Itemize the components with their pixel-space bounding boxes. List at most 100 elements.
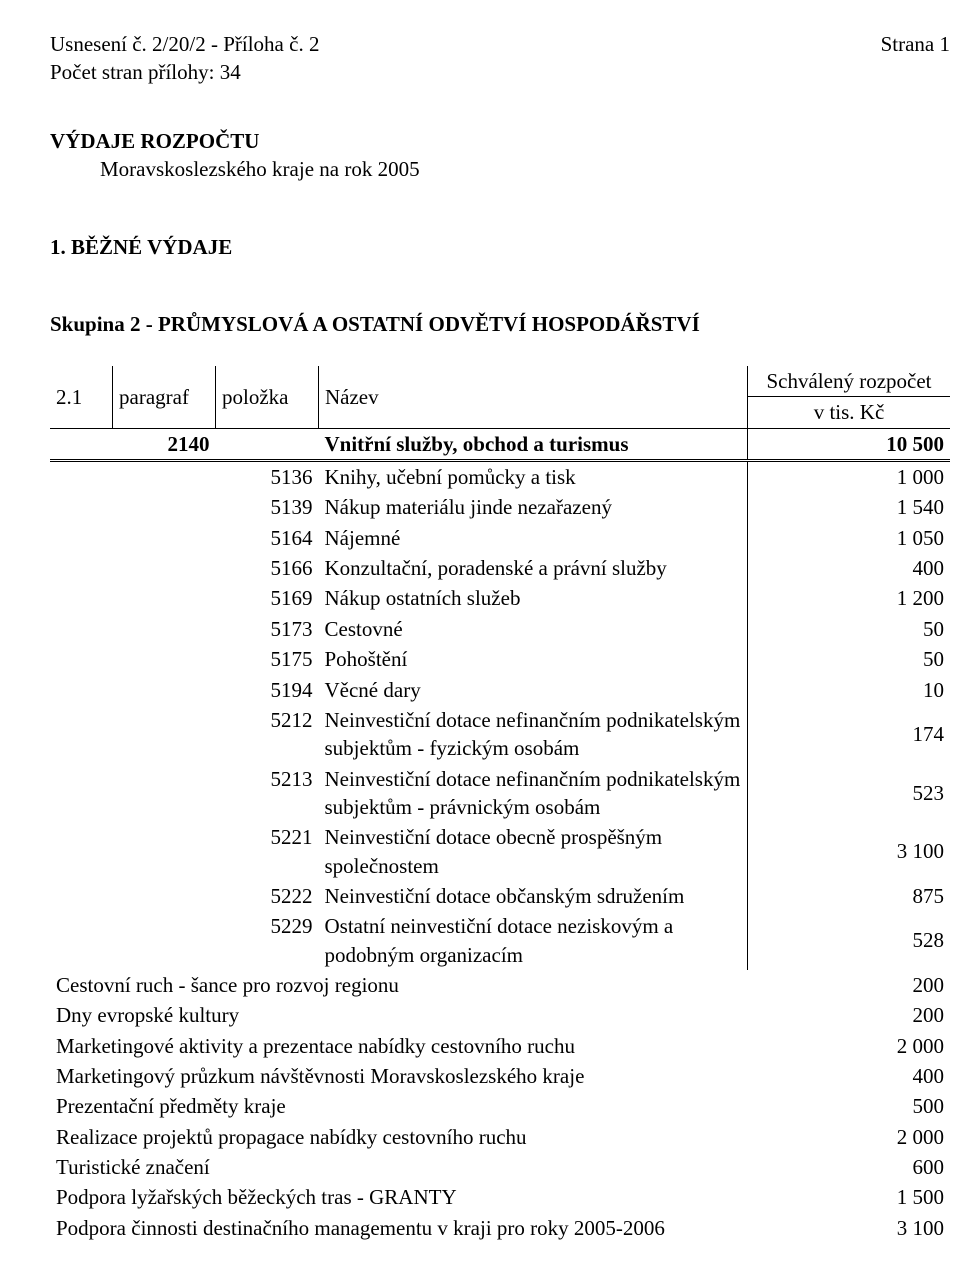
hdr-paragraf: paragraf: [113, 366, 216, 428]
row-name: Nákup materiálu jinde nezařazený: [319, 492, 748, 522]
row-value: 1 200: [748, 583, 951, 613]
row-blank-a: [50, 644, 113, 674]
row-blank-a: [50, 553, 113, 583]
page: Usnesení č. 2/20/2 - Příloha č. 2 Počet …: [0, 0, 960, 1273]
row-blank-a: [50, 911, 113, 970]
row-blank-a: [50, 583, 113, 613]
row-polozka: 5139: [216, 492, 319, 522]
below-name: Turistické značení: [50, 1152, 748, 1182]
below-row: Prezentační předměty kraje500: [50, 1091, 950, 1121]
below-row: Podpora lyžařských běžeckých tras - GRAN…: [50, 1182, 950, 1212]
row-value: 528: [748, 911, 951, 970]
below-name: Marketingové aktivity a prezentace nabíd…: [50, 1031, 748, 1061]
row-polozka: 5229: [216, 911, 319, 970]
section-heading: 1. BĚŽNÉ VÝDAJE: [50, 233, 950, 261]
row-blank-a: [50, 764, 113, 823]
below-name: Dny evropské kultury: [50, 1000, 748, 1030]
row-name: Pohoštění: [319, 644, 748, 674]
row-value: 1 000: [748, 461, 951, 493]
row-value: 3 100: [748, 822, 951, 881]
below-name: Realizace projektů propagace nabídky ces…: [50, 1122, 748, 1152]
hdr-amount-top: Schválený rozpočet: [748, 366, 951, 397]
sum-name: Vnitřní služby, obchod a turismus: [319, 428, 748, 460]
header-left: Usnesení č. 2/20/2 - Příloha č. 2 Počet …: [50, 30, 319, 87]
below-value: 500: [748, 1091, 950, 1121]
row-blank-a: [50, 523, 113, 553]
row-name: Ostatní neinvestiční dotace neziskovým a…: [319, 911, 748, 970]
row-blank-b: [113, 583, 216, 613]
rows-body: 5136Knihy, učební pomůcky a tisk1 000513…: [50, 461, 950, 970]
row-blank-b: [113, 822, 216, 881]
below-row: Cestovní ruch - šance pro rozvoj regionu…: [50, 970, 950, 1000]
below-row: Dny evropské kultury200: [50, 1000, 950, 1030]
title-block: VÝDAJE ROZPOČTU Moravskoslezského kraje …: [50, 127, 950, 184]
row-name: Neinvestiční dotace obecně prospěšným sp…: [319, 822, 748, 881]
row-polozka: 5173: [216, 614, 319, 644]
row-name: Konzultační, poradenské a právní služby: [319, 553, 748, 583]
row-value: 1 540: [748, 492, 951, 522]
row-value: 50: [748, 614, 951, 644]
row-value: 174: [748, 705, 951, 764]
row-name: Nákup ostatních služeb: [319, 583, 748, 613]
row-polozka: 5136: [216, 461, 319, 493]
row-blank-b: [113, 705, 216, 764]
hdr-num: 2.1: [50, 366, 113, 428]
row-blank-b: [113, 492, 216, 522]
hdr-nazev: Název: [319, 366, 748, 428]
below-value: 1 500: [748, 1182, 950, 1212]
row-name: Neinvestiční dotace nefinančním podnikat…: [319, 705, 748, 764]
title-main: VÝDAJE ROZPOČTU: [50, 127, 950, 155]
table-row: 5175Pohoštění50: [50, 644, 950, 674]
row-blank-a: [50, 881, 113, 911]
below-value: 2 000: [748, 1122, 950, 1152]
row-polozka: 5222: [216, 881, 319, 911]
row-name: Cestovné: [319, 614, 748, 644]
row-blank-a: [50, 705, 113, 764]
row-value: 1 050: [748, 523, 951, 553]
table-row: 5212Neinvestiční dotace nefinančním podn…: [50, 705, 950, 764]
hdr-polozka: položka: [216, 366, 319, 428]
table-row: 5221Neinvestiční dotace obecně prospěšný…: [50, 822, 950, 881]
sum-blank: [50, 428, 113, 460]
row-blank-a: [50, 822, 113, 881]
row-polozka: 5175: [216, 644, 319, 674]
row-name: Knihy, učební pomůcky a tisk: [319, 461, 748, 493]
resolution-line: Usnesení č. 2/20/2 - Příloha č. 2: [50, 30, 319, 58]
group-heading: Skupina 2 - PRŮMYSLOVÁ A OSTATNÍ ODVĚTVÍ…: [50, 310, 950, 338]
table-row: 5136Knihy, učební pomůcky a tisk1 000: [50, 461, 950, 493]
row-polozka: 5194: [216, 675, 319, 705]
below-value: 600: [748, 1152, 950, 1182]
below-row: Realizace projektů propagace nabídky ces…: [50, 1122, 950, 1152]
pages-line: Počet stran přílohy: 34: [50, 58, 319, 86]
table-row: 5166Konzultační, poradenské a právní slu…: [50, 553, 950, 583]
row-polozka: 5164: [216, 523, 319, 553]
below-row: Marketingový průzkum návštěvnosti Moravs…: [50, 1061, 950, 1091]
sum-paragraf: 2140: [113, 428, 216, 460]
row-value: 875: [748, 881, 951, 911]
row-value: 523: [748, 764, 951, 823]
row-blank-a: [50, 614, 113, 644]
below-name: Prezentační předměty kraje: [50, 1091, 748, 1121]
below-value: 200: [748, 1000, 950, 1030]
row-blank-b: [113, 675, 216, 705]
sum-value: 10 500: [748, 428, 951, 460]
row-blank-b: [113, 553, 216, 583]
table-header-row: 2.1 paragraf položka Název Schválený roz…: [50, 366, 950, 397]
row-blank-b: [113, 764, 216, 823]
table-row: 5173Cestovné50: [50, 614, 950, 644]
table-row: 5222Neinvestiční dotace občanským sdruže…: [50, 881, 950, 911]
summary-row: 2140 Vnitřní služby, obchod a turismus 1…: [50, 428, 950, 460]
row-polozka: 5166: [216, 553, 319, 583]
row-value: 50: [748, 644, 951, 674]
below-name: Podpora lyžařských běžeckých tras - GRAN…: [50, 1182, 748, 1212]
page-number: Strana 1: [881, 30, 950, 58]
row-name: Neinvestiční dotace občanským sdružením: [319, 881, 748, 911]
page-header: Usnesení č. 2/20/2 - Příloha č. 2 Počet …: [50, 30, 950, 87]
row-value: 10: [748, 675, 951, 705]
table-row: 5229Ostatní neinvestiční dotace neziskov…: [50, 911, 950, 970]
below-table: Cestovní ruch - šance pro rozvoj regionu…: [50, 970, 950, 1243]
row-polozka: 5213: [216, 764, 319, 823]
below-value: 2 000: [748, 1031, 950, 1061]
budget-table: 2.1 paragraf položka Název Schválený roz…: [50, 366, 950, 970]
table-row: 5194Věcné dary10: [50, 675, 950, 705]
